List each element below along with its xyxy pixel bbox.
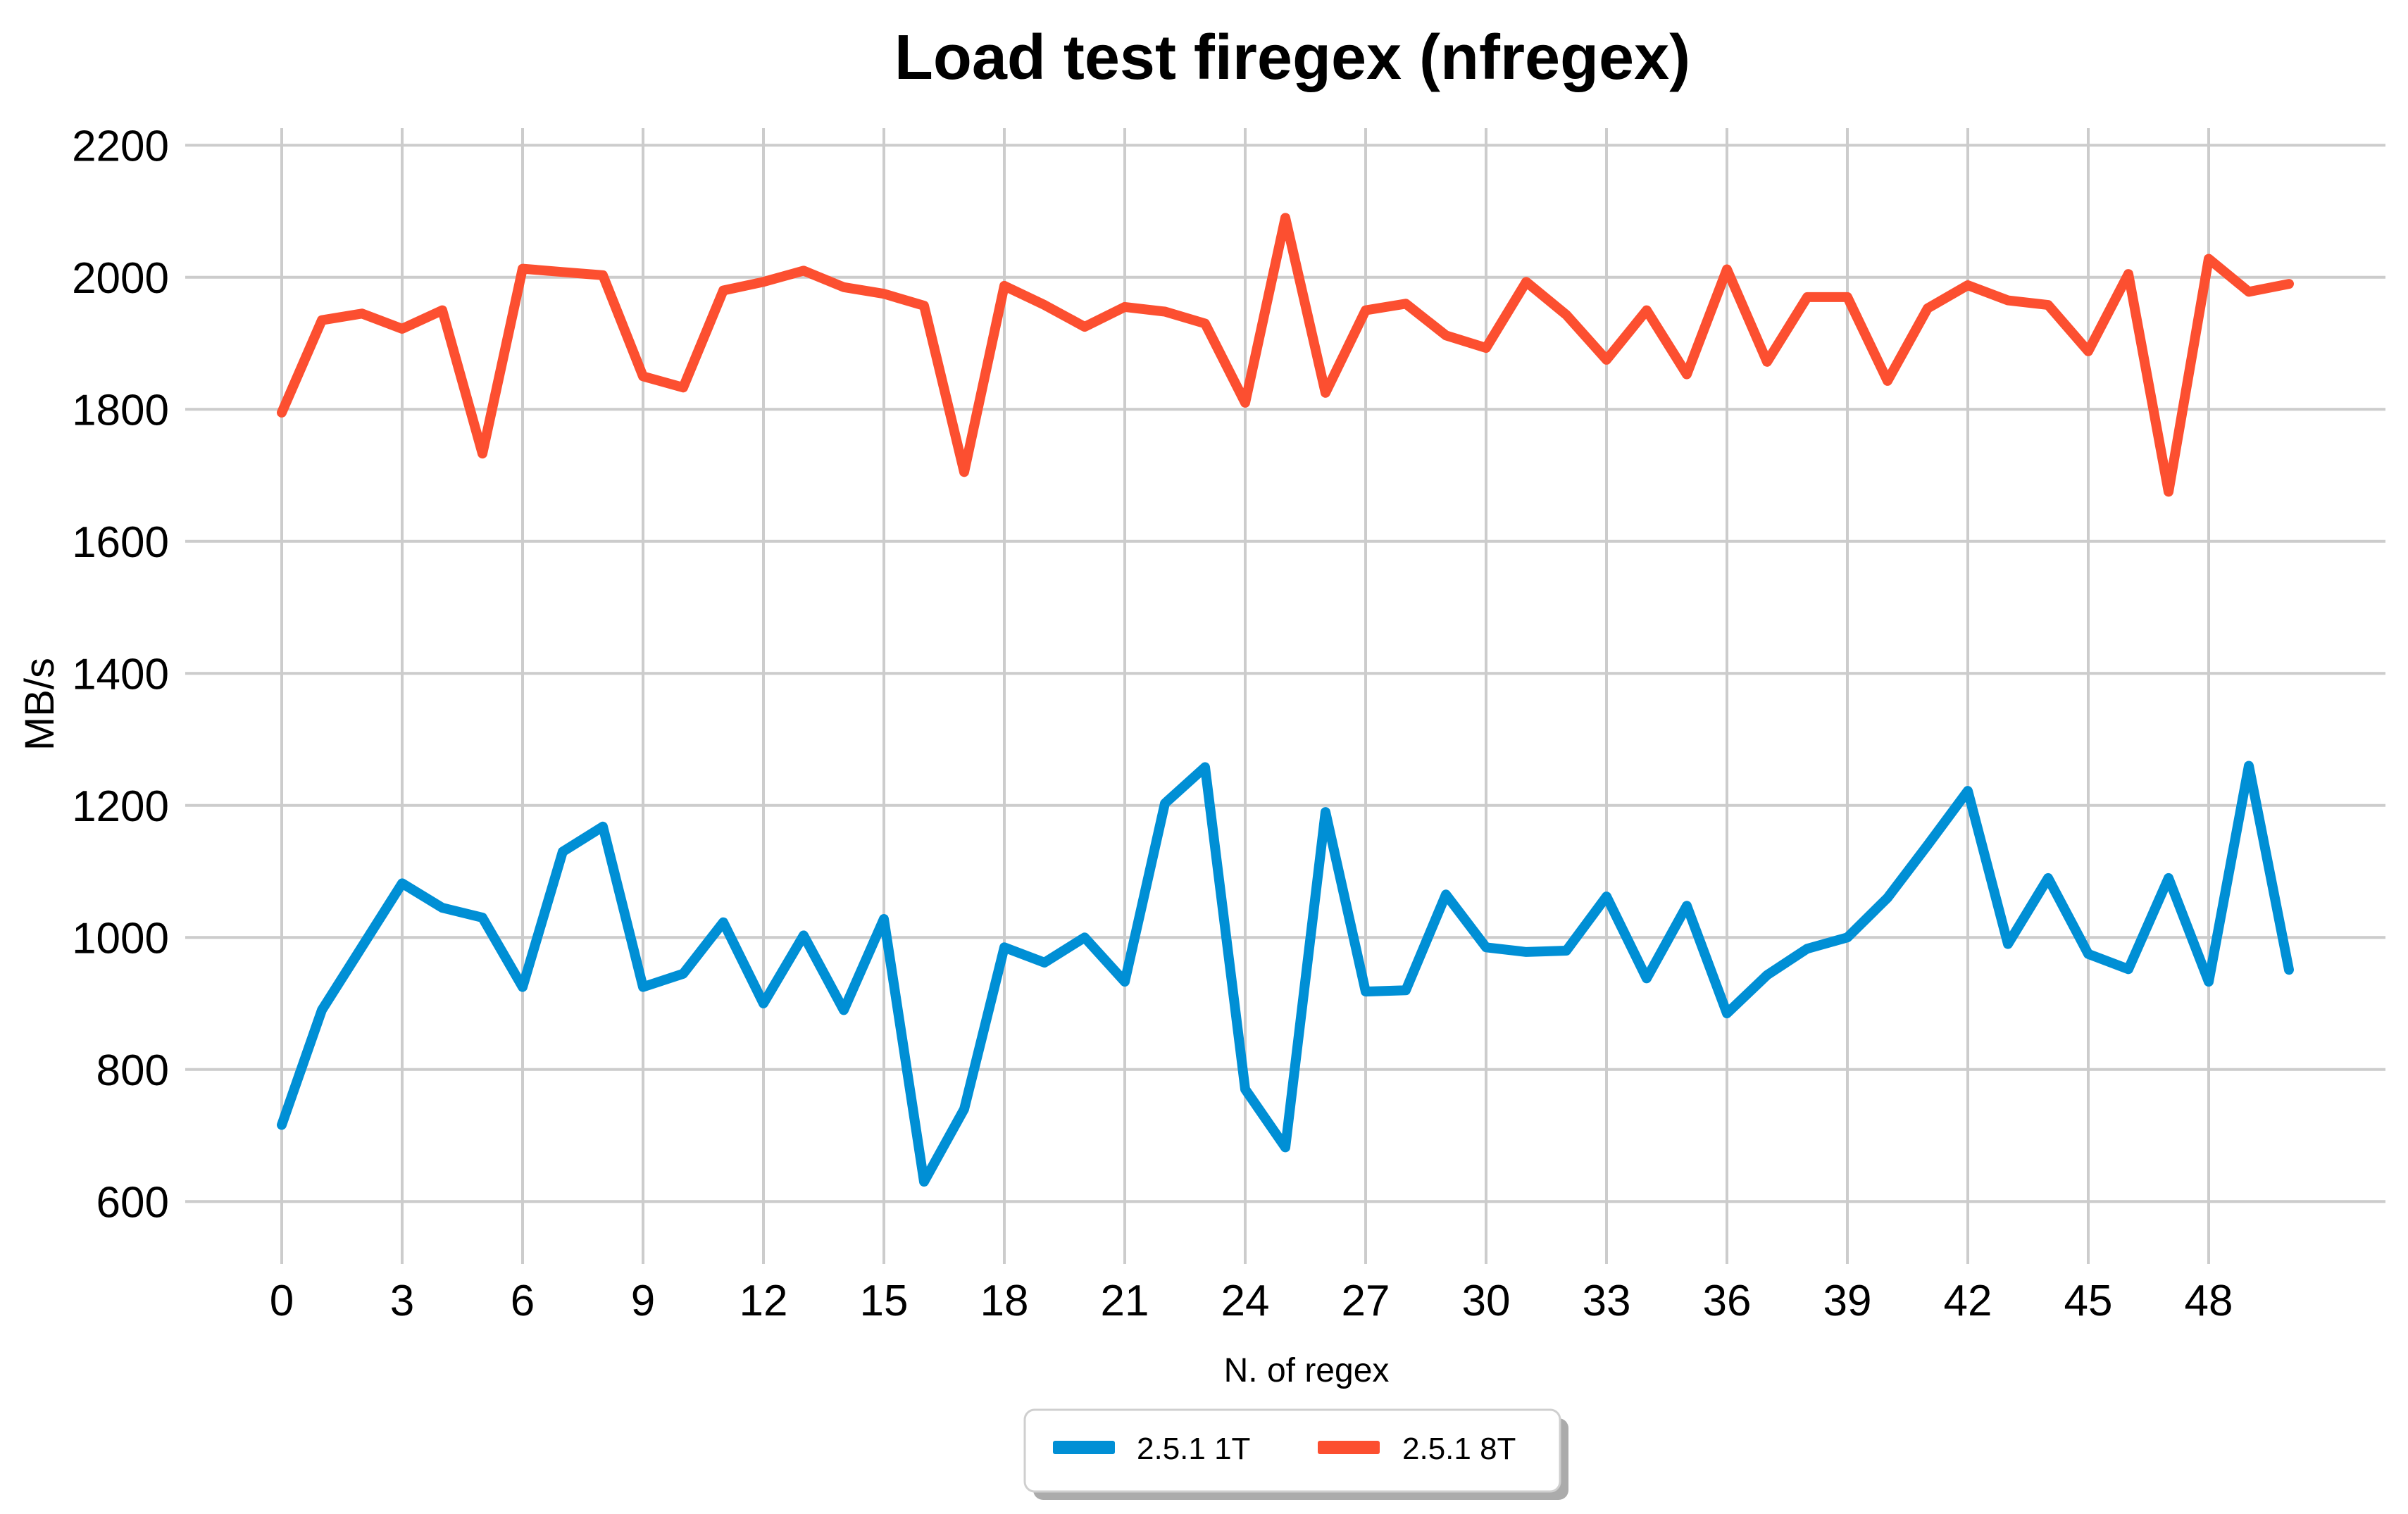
x-tick-label-0: 0 xyxy=(270,1277,294,1325)
y-tick-label-1400: 1400 xyxy=(72,650,169,699)
x-tick-label-9: 9 xyxy=(631,1277,655,1325)
series-lines xyxy=(277,213,2294,1187)
x-tick-label-48: 48 xyxy=(2185,1277,2233,1325)
x-tick-label-18: 18 xyxy=(980,1277,1029,1325)
y-tick-label-1600: 1600 xyxy=(72,518,169,567)
legend-swatch-8t xyxy=(1318,1441,1380,1454)
x-tick-label-6: 6 xyxy=(511,1277,535,1325)
vertical-gridlines xyxy=(280,128,2210,1264)
x-tick-label-24: 24 xyxy=(1221,1277,1270,1325)
y-axis-tick-labels: 600 800 1000 1200 1400 1600 1800 2000 2200 xyxy=(72,122,169,1227)
legend: 2.5.1 1T 2.5.1 8T xyxy=(1023,1408,1568,1500)
x-tick-label-3: 3 xyxy=(390,1277,414,1325)
x-tick-label-30: 30 xyxy=(1462,1277,1511,1325)
x-tick-label-12: 12 xyxy=(740,1277,788,1325)
x-tick-label-36: 36 xyxy=(1703,1277,1752,1325)
legend-label-1t: 2.5.1 1T xyxy=(1137,1432,1250,1466)
x-tick-label-33: 33 xyxy=(1583,1277,1631,1325)
chart-title: Load test firegex (nfregex) xyxy=(894,23,1690,93)
x-tick-label-27: 27 xyxy=(1342,1277,1390,1325)
y-tick-label-800: 800 xyxy=(96,1046,169,1095)
x-tick-label-21: 21 xyxy=(1101,1277,1149,1325)
x-axis-tick-labels: 0 3 6 9 12 15 18 21 24 27 30 33 36 39 42 45 48 xyxy=(270,1277,2233,1325)
series-line-2-5-1-8t xyxy=(277,213,2294,497)
y-tick-label-1200: 1200 xyxy=(72,782,169,831)
y-tick-label-1000: 1000 xyxy=(72,914,169,963)
series-line-2-5-1-1t xyxy=(277,761,2294,1187)
y-tick-label-1800: 1800 xyxy=(72,386,169,434)
x-tick-label-15: 15 xyxy=(860,1277,909,1325)
legend-swatch-1t xyxy=(1053,1441,1115,1454)
x-tick-label-39: 39 xyxy=(1823,1277,1872,1325)
y-tick-label-2200: 2200 xyxy=(72,122,169,170)
x-tick-label-42: 42 xyxy=(1944,1277,1992,1325)
x-tick-label-45: 45 xyxy=(2064,1277,2113,1325)
legend-box xyxy=(1023,1408,1561,1493)
legend-label-8t: 2.5.1 8T xyxy=(1402,1432,1516,1466)
x-axis-label: N. of regex xyxy=(1224,1352,1390,1389)
y-axis-label: MB/s xyxy=(17,658,63,751)
y-tick-label-2000: 2000 xyxy=(72,254,169,303)
horizontal-gridlines xyxy=(185,144,2385,1203)
y-tick-label-600: 600 xyxy=(96,1178,169,1227)
